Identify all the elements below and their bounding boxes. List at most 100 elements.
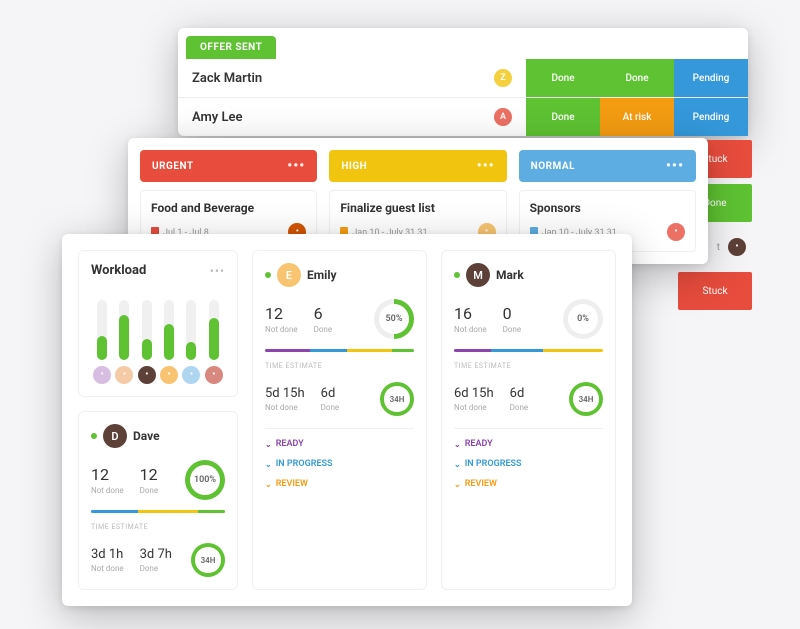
kanban-header[interactable]: URGENT ••• [140,150,317,182]
kanban-header[interactable]: HIGH ••• [329,150,506,182]
avatar: A [494,108,512,126]
kanban-col-label: NORMAL [531,161,575,172]
progress-ring: 0% [563,299,603,339]
est-not-done: 6d 15h [454,386,494,401]
avatar: • [205,366,223,384]
workload-panel: Workload ••• •••••• D Dave 12Not done 12… [62,234,632,606]
multi-bar [265,349,414,352]
avatar: • [728,238,746,256]
stat-done: 6 [314,304,332,323]
stat-label: Done [503,325,521,334]
est-done: 6d [321,386,339,401]
multi-bar [91,510,225,513]
avatar: • [182,366,200,384]
stage-review[interactable]: ⌄REVIEW [265,479,414,489]
stat-label: Not done [91,486,124,495]
status-cell[interactable]: At risk [600,98,674,136]
person-card-dave[interactable]: D Dave 12Not done 12Done 100% TIME ESTIM… [78,411,238,590]
offer-row[interactable]: Amy LeeA DoneAt riskPending [178,98,748,136]
status-cell[interactable]: Pending [674,59,748,97]
bar-fill [142,339,152,360]
progress-ring: 34H [191,543,225,577]
stage-ready[interactable]: ⌄READY [454,439,603,449]
person-card[interactable]: E Emily 12Not done 6Done 50% TIME ESTIMA… [252,250,427,590]
stat-label: Done [510,403,528,412]
stat-label: Not done [91,564,124,573]
stage-in-progress[interactable]: ⌄IN PROGRESS [454,459,603,469]
avatar: • [667,223,685,241]
workload-avatars: •••••• [91,366,225,384]
stat-not-done: 16 [454,304,487,323]
kanban-header[interactable]: NORMAL ••• [519,150,696,182]
stat-not-done: 12 [265,304,298,323]
status-cell[interactable]: Stuck [678,272,752,310]
est-not-done: 3d 1h [91,547,124,562]
offer-name: Zack MartinZ [178,59,526,97]
stat-not-done: 12 [91,465,124,484]
est-not-done: 5d 15h [265,386,305,401]
kanban-card-title: Sponsors [530,201,685,215]
avatar: D [103,424,127,448]
bar-fill [97,336,107,360]
chevron-down-icon: ⌄ [265,440,272,449]
status-dot [265,272,271,278]
stat-label: Not done [454,325,487,334]
more-icon[interactable]: ••• [477,158,495,174]
more-icon[interactable]: ••• [210,264,225,278]
offer-name: Amy LeeA [178,98,526,136]
stat-label: Done [140,564,172,573]
kanban-col-label: HIGH [341,161,367,172]
bar-track [97,300,107,360]
more-icon[interactable]: ••• [666,158,684,174]
stat-label: Done [140,486,158,495]
status-cell[interactable]: Done [526,98,600,136]
bar-track [209,300,219,360]
stat-label: Done [314,325,332,334]
kanban-card-title: Finalize guest list [340,201,495,215]
status-cell[interactable]: Done [526,59,600,97]
more-icon[interactable]: ••• [287,158,305,174]
pending-text: t [717,242,720,253]
bar-track [142,300,152,360]
chevron-down-icon: ⌄ [454,440,461,449]
time-estimate-label: TIME ESTIMATE [91,523,225,531]
workload-card: Workload ••• •••••• [78,250,238,397]
stage-review[interactable]: ⌄REVIEW [454,479,603,489]
progress-ring: 34H [569,382,603,416]
time-estimate-label: TIME ESTIMATE [454,362,603,370]
bar-fill [119,315,129,360]
chevron-down-icon: ⌄ [454,460,461,469]
multi-bar [454,349,603,352]
est-done: 3d 7h [140,547,172,562]
chevron-down-icon: ⌄ [454,480,461,489]
chevron-down-icon: ⌄ [265,460,272,469]
offer-panel: OFFER SENT Zack MartinZ DoneDonePending … [178,28,748,136]
avatar: Z [494,69,512,87]
status-cell[interactable]: Pending [674,98,748,136]
stage-in-progress[interactable]: ⌄IN PROGRESS [265,459,414,469]
status-dot [454,272,460,278]
avatar: E [277,263,301,287]
stat-done: 12 [140,465,158,484]
progress-ring: 34H [380,382,414,416]
person-card[interactable]: M Mark 16Not done 0Done 0% TIME ESTIMATE… [441,250,616,590]
avatar: • [115,366,133,384]
avatar: • [138,366,156,384]
progress-ring: 50% [374,299,414,339]
bar-fill [209,318,219,360]
stat-label: Not done [265,403,305,412]
stat-label: Not done [454,403,494,412]
workload-bars [91,290,225,360]
offer-header: OFFER SENT [186,36,276,59]
time-estimate-label: TIME ESTIMATE [265,362,414,370]
stat-done: 0 [503,304,521,323]
avatar: M [466,263,490,287]
stage-ready[interactable]: ⌄READY [265,439,414,449]
progress-ring: 100% [185,460,225,500]
status-dot [91,433,97,439]
workload-title: Workload [91,263,146,278]
status-cell[interactable]: Done [600,59,674,97]
offer-row[interactable]: Zack MartinZ DoneDonePending [178,59,748,98]
bar-track [186,300,196,360]
avatar: • [160,366,178,384]
